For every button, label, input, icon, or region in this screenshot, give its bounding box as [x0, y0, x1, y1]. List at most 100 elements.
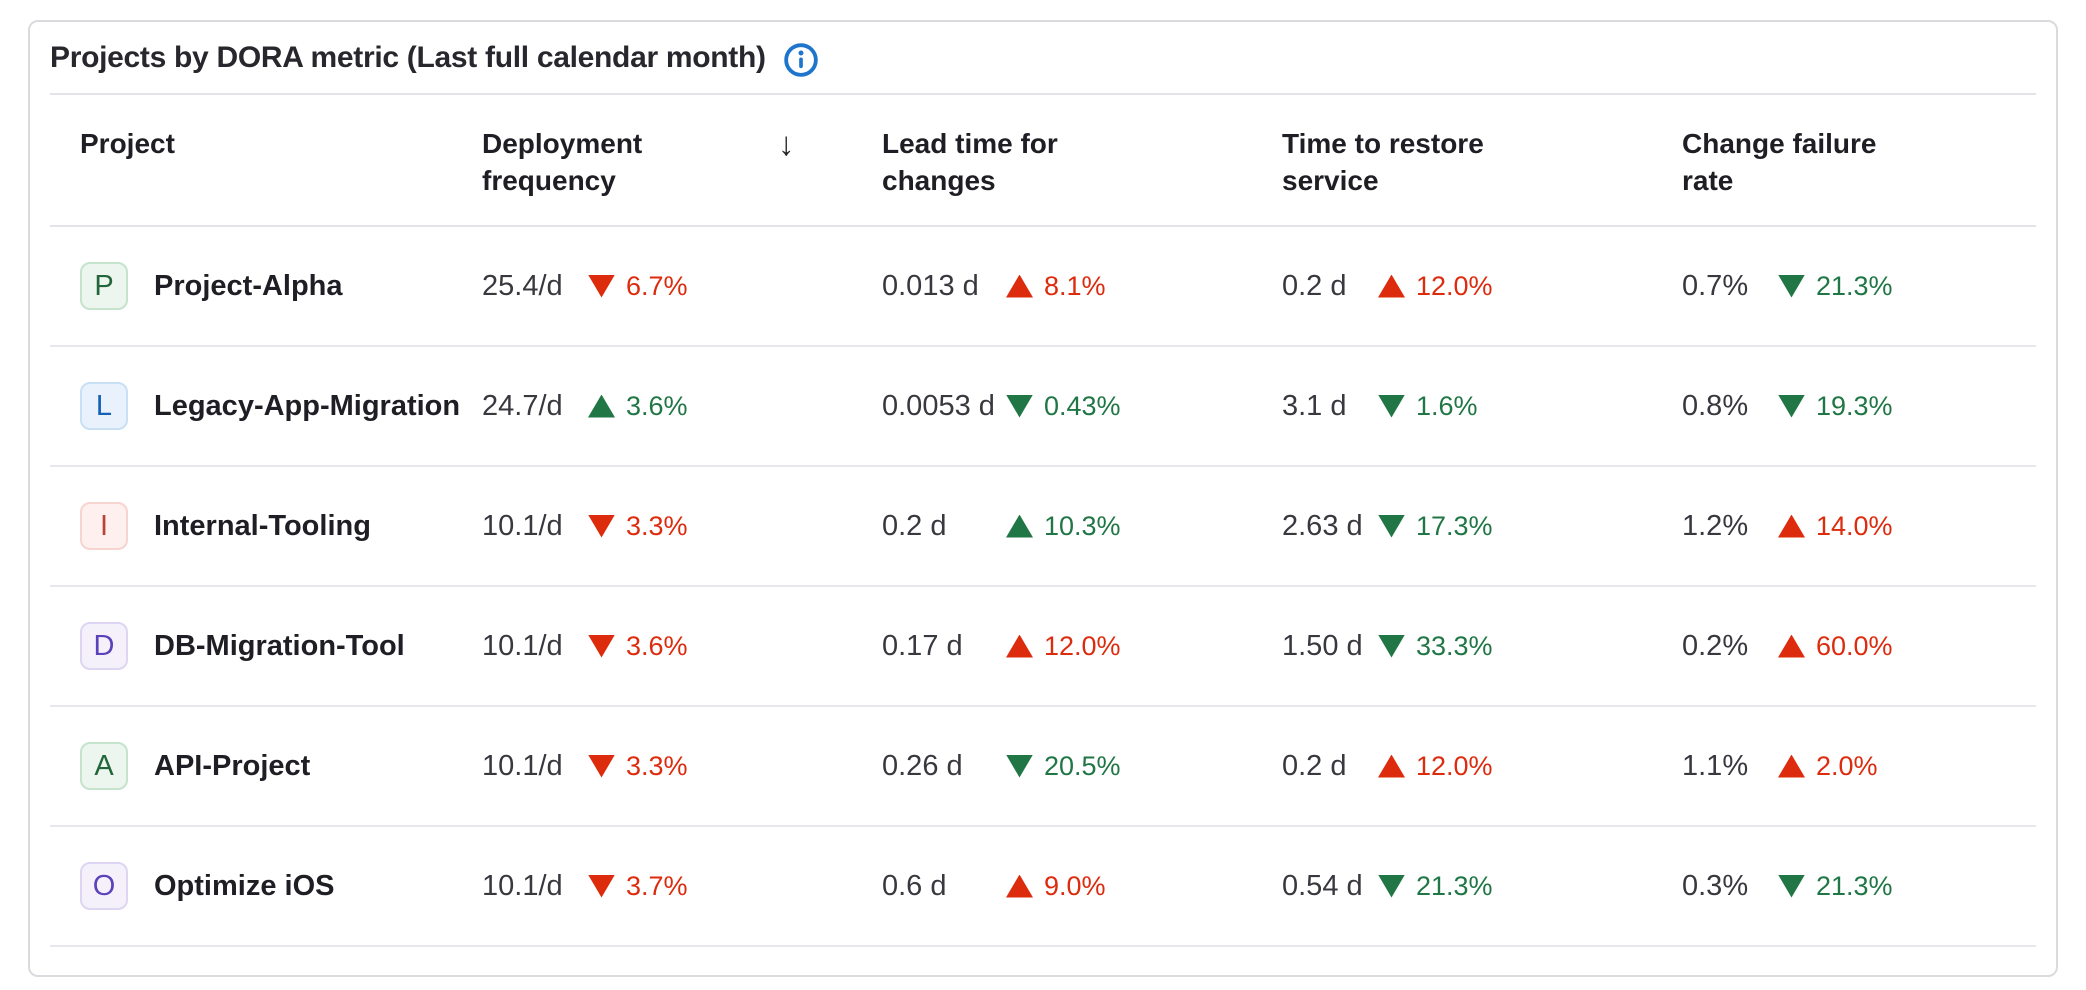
metric-delta: 21.3%: [1778, 271, 1893, 302]
metric-delta: 8.1%: [1006, 271, 1106, 302]
cell-deployment-frequency: 10.1/d 3.6%: [482, 630, 882, 663]
metric-delta: 21.3%: [1378, 871, 1493, 902]
metric-value: 0.54 d: [1282, 869, 1363, 902]
table-row: A API-Project 10.1/d 3.3% 0.26 d 20.5% 0…: [50, 707, 2036, 827]
sort-descending-icon[interactable]: ↓: [778, 125, 795, 162]
cell-time-to-restore-service: 2.63 d 17.3%: [1282, 510, 1682, 543]
metric-delta-percent: 20.5%: [1044, 750, 1121, 781]
metric-delta: 2.0%: [1778, 751, 1878, 782]
trend-up-icon: [1006, 274, 1033, 298]
metric-value: 0.2%: [1682, 629, 1749, 662]
cell-deployment-frequency: 10.1/d 3.3%: [482, 510, 882, 543]
column-header-lead-time-for-changes[interactable]: Lead time for changes: [882, 128, 1058, 196]
metric-delta: 6.7%: [588, 271, 688, 302]
table-row: I Internal-Tooling 10.1/d 3.3% 0.2 d 10.…: [50, 467, 2036, 587]
metric-delta-percent: 3.6%: [626, 390, 688, 421]
cell-time-to-restore-service: 0.54 d 21.3%: [1282, 870, 1682, 903]
cell-deployment-frequency: 24.7/d 3.6%: [482, 390, 882, 423]
cell-change-failure-rate: 1.2% 14.0%: [1682, 510, 2036, 543]
trend-down-icon: [588, 514, 615, 538]
page-title: Projects by DORA metric (Last full calen…: [50, 40, 766, 74]
metric-delta-percent: 17.3%: [1416, 510, 1493, 541]
cell-lead-time-for-changes: 0.26 d 20.5%: [882, 750, 1282, 783]
metric-value: 0.17 d: [882, 629, 963, 662]
metric-value: 0.6 d: [882, 869, 947, 902]
project-name-link[interactable]: DB-Migration-Tool: [154, 629, 405, 662]
metric-value: 0.7%: [1682, 269, 1749, 302]
metric-delta-percent: 12.0%: [1416, 270, 1493, 301]
metric-delta: 19.3%: [1778, 391, 1893, 422]
metric-value: 10.1/d: [482, 629, 563, 662]
project-cell: I Internal-Tooling: [80, 502, 482, 550]
metric-value: 1.1%: [1682, 749, 1749, 782]
project-name-link[interactable]: Internal-Tooling: [154, 509, 371, 542]
info-circle-icon: [783, 42, 818, 77]
metric-delta-percent: 60.0%: [1816, 630, 1893, 661]
metric-delta-percent: 10.3%: [1044, 510, 1121, 541]
metric-delta-percent: 19.3%: [1816, 390, 1893, 421]
project-avatar-letter: P: [94, 269, 114, 302]
trend-down-icon: [1006, 754, 1033, 778]
project-name-link[interactable]: Optimize iOS: [154, 869, 335, 902]
metric-delta-percent: 9.0%: [1044, 870, 1106, 901]
cell-time-to-restore-service: 3.1 d 1.6%: [1282, 390, 1682, 423]
cell-lead-time-for-changes: 0.6 d 9.0%: [882, 870, 1282, 903]
cell-change-failure-rate: 0.8% 19.3%: [1682, 390, 2036, 423]
dora-metrics-card: Projects by DORA metric (Last full calen…: [28, 20, 2058, 977]
column-header-deployment-frequency[interactable]: Deployment frequency ↓: [482, 125, 795, 196]
metric-delta: 0.43%: [1006, 391, 1121, 422]
dora-table: Project Deployment frequency ↓ Lead time…: [50, 95, 2036, 947]
trend-up-icon: [1006, 634, 1033, 658]
metric-value: 10.1/d: [482, 509, 563, 542]
metric-value: 1.2%: [1682, 509, 1749, 542]
metric-value: 0.3%: [1682, 869, 1749, 902]
metric-value: 3.1 d: [1282, 389, 1347, 422]
project-avatar-letter: A: [94, 749, 114, 782]
project-avatar-letter: D: [93, 629, 115, 662]
metric-delta: 3.6%: [588, 391, 688, 422]
column-header-change-failure-rate[interactable]: Change failure rate: [1682, 128, 1877, 196]
project-avatar: D: [80, 622, 128, 670]
card-header: Projects by DORA metric (Last full calen…: [50, 22, 2036, 95]
trend-up-icon: [1006, 874, 1033, 898]
project-avatar-letter: L: [95, 389, 113, 422]
trend-down-icon: [1778, 394, 1805, 418]
table-header-row: Project Deployment frequency ↓ Lead time…: [50, 95, 2036, 227]
metric-delta: 60.0%: [1778, 631, 1893, 662]
metric-delta: 17.3%: [1378, 511, 1493, 542]
project-avatar-letter: I: [99, 509, 109, 542]
project-avatar: P: [80, 262, 128, 310]
cell-deployment-frequency: 25.4/d 6.7%: [482, 270, 882, 303]
project-name-link[interactable]: Legacy-App-Migration: [154, 389, 461, 422]
trend-down-icon: [588, 754, 615, 778]
metric-delta: 3.3%: [588, 511, 688, 542]
trend-up-icon: [1778, 514, 1805, 538]
project-avatar: L: [80, 382, 128, 430]
cell-lead-time-for-changes: 0.0053 d 0.43%: [882, 390, 1282, 423]
metric-delta-percent: 3.7%: [626, 870, 688, 901]
cell-lead-time-for-changes: 0.17 d 12.0%: [882, 630, 1282, 663]
metric-value: 0.2 d: [882, 509, 947, 542]
project-avatar: I: [80, 502, 128, 550]
trend-down-icon: [588, 274, 615, 298]
metric-delta: 12.0%: [1378, 271, 1493, 302]
metric-value: 10.1/d: [482, 869, 563, 902]
project-avatar: A: [80, 742, 128, 790]
metric-delta-percent: 33.3%: [1416, 630, 1493, 661]
column-header-time-to-restore-service[interactable]: Time to restore service: [1282, 128, 1484, 196]
project-name-link[interactable]: API-Project: [154, 749, 311, 782]
info-icon[interactable]: [782, 41, 820, 79]
metric-delta: 3.7%: [588, 871, 688, 902]
table-row: L Legacy-App-Migration 24.7/d 3.6% 0.005…: [50, 347, 2036, 467]
trend-down-icon: [588, 874, 615, 898]
metric-delta-percent: 8.1%: [1044, 270, 1106, 301]
column-header-project[interactable]: Project: [80, 128, 175, 159]
metric-delta: 20.5%: [1006, 751, 1121, 782]
trend-up-icon: [1006, 514, 1033, 538]
project-avatar: O: [80, 862, 128, 910]
trend-down-icon: [588, 634, 615, 658]
project-cell: D DB-Migration-Tool: [80, 622, 482, 670]
project-name-link[interactable]: Project-Alpha: [154, 269, 343, 302]
metric-delta: 33.3%: [1378, 631, 1493, 662]
project-cell: P Project-Alpha: [80, 262, 482, 310]
